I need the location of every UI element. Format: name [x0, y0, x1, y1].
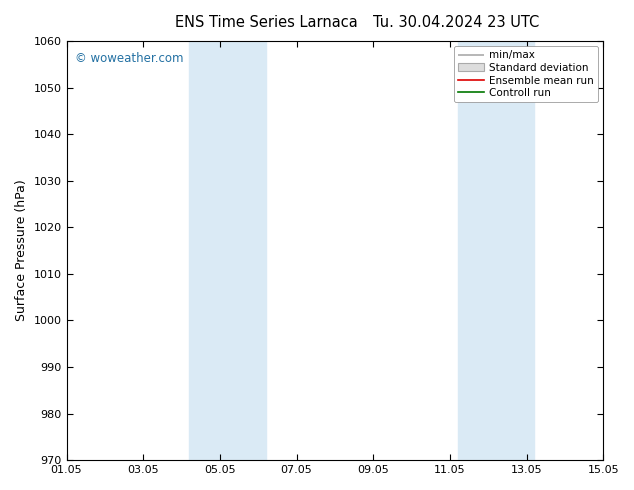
Y-axis label: Surface Pressure (hPa): Surface Pressure (hPa): [15, 180, 28, 321]
Text: ENS Time Series Larnaca: ENS Time Series Larnaca: [175, 15, 358, 30]
Bar: [458, 41, 534, 460]
Text: © woweather.com: © woweather.com: [75, 51, 183, 65]
Text: Tu. 30.04.2024 23 UTC: Tu. 30.04.2024 23 UTC: [373, 15, 540, 30]
Bar: [189, 41, 266, 460]
Legend: min/max, Standard deviation, Ensemble mean run, Controll run: min/max, Standard deviation, Ensemble me…: [454, 46, 598, 102]
